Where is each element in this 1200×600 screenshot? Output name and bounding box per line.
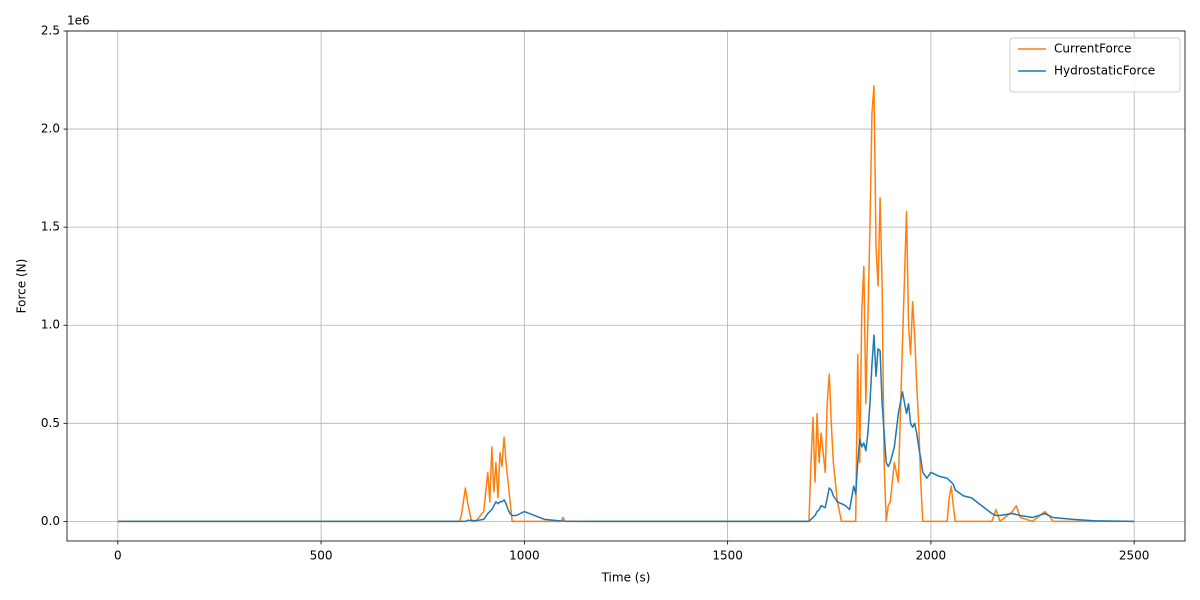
y-offset-label: 1e6 (67, 14, 90, 28)
x-tick-label: 2500 (1119, 549, 1150, 563)
y-tick-label: 0.0 (41, 514, 60, 528)
y-tick-label: 0.5 (41, 416, 60, 430)
y-tick-label: 1.0 (41, 318, 60, 332)
y-tick-label: 1.5 (41, 220, 60, 234)
legend-box (1009, 37, 1181, 93)
x-tick-label: 1500 (712, 549, 743, 563)
x-tick-label: 2000 (916, 549, 947, 563)
y-axis-label: Force (N) (15, 259, 29, 314)
legend-label: HydrostaticForce (1054, 64, 1155, 78)
plot-frame (66, 30, 1186, 542)
x-tick-label: 0 (114, 549, 122, 563)
data-line (117, 334, 1135, 523)
legend-label: CurrentForce (1054, 42, 1132, 56)
x-axis-label: Time (s) (601, 571, 651, 585)
data-line (117, 85, 1135, 523)
y-tick-label: 2.0 (41, 122, 60, 136)
y-tick-label: 2.5 (41, 24, 60, 38)
x-tick-label: 1000 (509, 549, 540, 563)
x-tick-label: 500 (310, 549, 333, 563)
